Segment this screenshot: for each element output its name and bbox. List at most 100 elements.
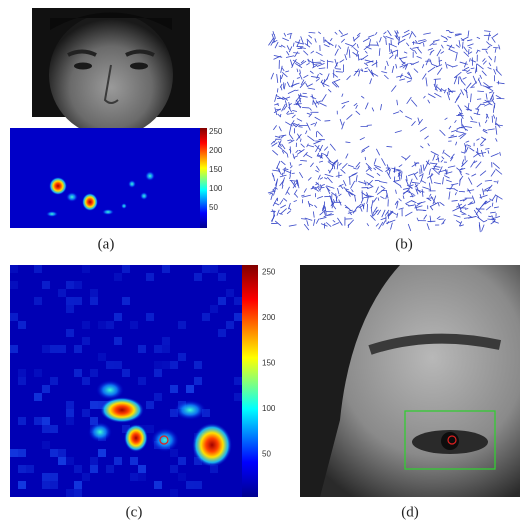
gradient-stroke — [313, 219, 314, 226]
gradient-stroke — [456, 45, 460, 48]
gradient-stroke — [309, 108, 311, 110]
gradient-stroke — [305, 131, 306, 134]
gradient-stroke — [290, 34, 291, 39]
gradient-stroke — [454, 215, 461, 217]
heat-cell — [18, 465, 26, 473]
gradient-stroke — [417, 48, 421, 54]
gradient-stroke — [468, 178, 472, 185]
gradient-field — [268, 30, 505, 232]
gradient-stroke — [340, 60, 344, 63]
gradient-stroke — [412, 121, 416, 126]
gradient-stroke — [485, 100, 491, 103]
gradient-stroke — [277, 210, 279, 216]
gradient-stroke — [414, 69, 418, 73]
gradient-stroke — [495, 56, 496, 62]
colorbar-tick-label: 200 — [209, 146, 223, 155]
gradient-stroke — [315, 117, 321, 120]
gradient-stroke — [361, 150, 365, 152]
gradient-stroke — [356, 175, 357, 182]
gradient-stroke — [352, 43, 356, 47]
gradient-stroke — [493, 95, 494, 100]
gradient-stroke — [320, 184, 321, 187]
gradient-stroke — [369, 39, 371, 47]
gradient-stroke — [469, 148, 474, 151]
gradient-stroke — [391, 223, 393, 230]
gradient-stroke — [424, 215, 427, 220]
gradient-stroke — [301, 195, 304, 196]
gradient-stroke — [306, 83, 308, 86]
gradient-stroke — [416, 202, 422, 206]
gradient-stroke — [428, 100, 430, 103]
gradient-stroke — [492, 195, 495, 200]
gradient-stroke — [304, 75, 309, 78]
gradient-stroke — [349, 174, 357, 178]
gradient-stroke — [455, 96, 459, 103]
gradient-stroke — [372, 108, 374, 112]
gradient-stroke — [447, 65, 453, 67]
gradient-stroke — [311, 51, 314, 53]
gradient-stroke — [390, 50, 398, 53]
gradient-stroke — [287, 211, 291, 214]
heat-cell — [106, 361, 114, 369]
heat-cell — [90, 465, 98, 473]
gradient-stroke — [491, 170, 495, 176]
heat-cell — [178, 353, 186, 361]
gradient-stroke — [299, 164, 302, 165]
gradient-stroke — [441, 45, 443, 48]
gradient-stroke — [317, 196, 323, 198]
heat-cell — [82, 409, 90, 417]
gradient-stroke — [488, 67, 492, 69]
gradient-stroke — [423, 33, 430, 35]
gradient-stroke — [496, 126, 497, 135]
gradient-stroke — [412, 182, 420, 183]
gradient-stroke — [345, 54, 347, 60]
heat-cell — [90, 369, 98, 377]
gradient-stroke — [370, 78, 372, 84]
gradient-stroke — [288, 90, 296, 94]
heat-cell — [154, 393, 162, 401]
gradient-stroke — [342, 105, 345, 108]
gradient-stroke — [497, 83, 505, 84]
gradient-stroke — [473, 153, 479, 157]
gradient-stroke — [335, 49, 339, 56]
heat-cell — [42, 473, 50, 481]
gradient-stroke — [287, 82, 289, 87]
panel-label: (b) — [395, 236, 413, 252]
gradient-stroke — [483, 61, 486, 65]
heat-cell — [234, 393, 242, 401]
heat-cell — [146, 273, 154, 281]
heat-cell — [42, 441, 50, 449]
gradient-stroke — [319, 145, 322, 152]
heat-cell — [58, 345, 66, 353]
heat-cell — [154, 481, 162, 489]
gradient-stroke — [403, 196, 404, 199]
gradient-stroke — [381, 158, 385, 165]
gradient-stroke — [443, 150, 445, 154]
heat-cell — [138, 345, 146, 353]
gradient-stroke — [489, 56, 492, 60]
gradient-stroke — [427, 223, 429, 230]
heat-cell — [138, 473, 146, 481]
gradient-stroke — [491, 222, 494, 224]
gradient-stroke — [324, 44, 330, 46]
gradient-stroke — [394, 181, 401, 185]
gradient-stroke — [404, 52, 407, 53]
gradient-stroke — [297, 69, 298, 72]
gradient-stroke — [376, 149, 379, 156]
gradient-stroke — [468, 31, 469, 37]
gradient-stroke — [356, 111, 360, 115]
gradient-stroke — [480, 75, 482, 79]
gradient-stroke — [488, 33, 490, 41]
gradient-stroke — [282, 185, 283, 189]
gradient-stroke — [384, 32, 387, 34]
heat-cell — [58, 289, 66, 297]
gradient-stroke — [319, 161, 323, 162]
gradient-stroke — [420, 146, 423, 148]
gradient-stroke — [484, 104, 489, 106]
gradient-stroke — [440, 130, 446, 136]
gradient-stroke — [342, 163, 347, 168]
gradient-stroke — [316, 182, 320, 185]
gradient-stroke — [389, 44, 397, 47]
gradient-stroke — [356, 105, 358, 109]
gradient-stroke — [330, 144, 335, 151]
